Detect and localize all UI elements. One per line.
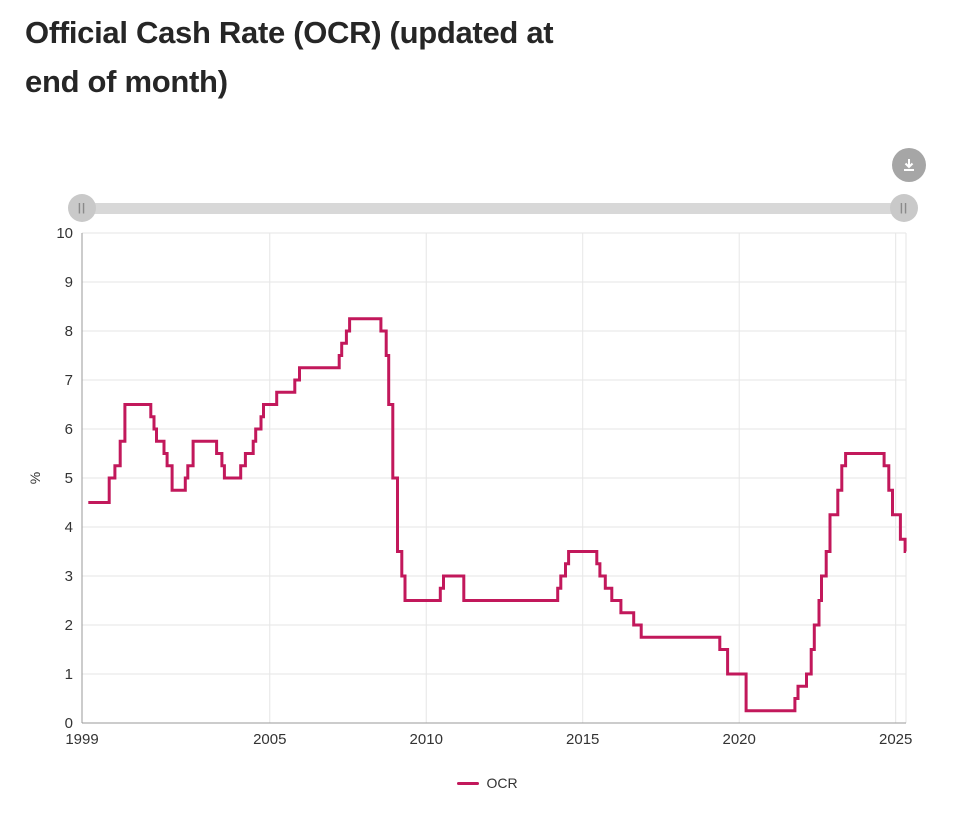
- svg-text:1999: 1999: [65, 731, 98, 748]
- page-title-line1: Official Cash Rate (OCR) (updated at: [25, 15, 554, 50]
- svg-text:2005: 2005: [253, 731, 286, 748]
- svg-text:2015: 2015: [566, 731, 599, 748]
- slider-grip-icon: ||: [899, 202, 909, 214]
- legend-label-ocr: OCR: [486, 775, 518, 791]
- svg-text:8: 8: [65, 323, 73, 340]
- range-slider-handle-right[interactable]: ||: [890, 194, 918, 222]
- svg-text:2010: 2010: [410, 731, 443, 748]
- range-slider: || ||: [0, 192, 975, 224]
- legend[interactable]: OCR: [0, 775, 975, 791]
- legend-line-ocr: [457, 781, 480, 785]
- svg-text:6: 6: [65, 421, 73, 438]
- svg-text:2020: 2020: [723, 731, 756, 748]
- svg-text:5: 5: [65, 470, 73, 487]
- chart-plot-area[interactable]: 0 1 2 3 4 5 6 7 8 9 10 1999 2005 2010 2015 2020 2025%: [0, 221, 975, 751]
- page-title-line2: end of month): [25, 64, 228, 99]
- range-slider-track[interactable]: [82, 203, 905, 214]
- slider-grip-icon: ||: [77, 202, 87, 214]
- svg-text:7: 7: [65, 372, 73, 389]
- svg-text:%: %: [27, 472, 43, 484]
- svg-text:4: 4: [65, 519, 73, 536]
- svg-text:2: 2: [65, 617, 73, 634]
- range-slider-handle-left[interactable]: ||: [68, 194, 96, 222]
- svg-text:9: 9: [65, 274, 73, 291]
- svg-text:3: 3: [65, 568, 73, 585]
- svg-text:0: 0: [65, 715, 73, 732]
- ocr-line-chart[interactable]: 0 1 2 3 4 5 6 7 8 9 10 1999 2005 2010 2015 2020 2025%: [0, 221, 975, 751]
- svg-text:1: 1: [65, 666, 73, 683]
- download-button[interactable]: [892, 148, 926, 182]
- page-title: Official Cash Rate (OCR) (updated at end…: [25, 8, 554, 106]
- download-icon: [901, 157, 917, 173]
- svg-text:2025: 2025: [879, 731, 912, 748]
- svg-text:10: 10: [56, 225, 73, 242]
